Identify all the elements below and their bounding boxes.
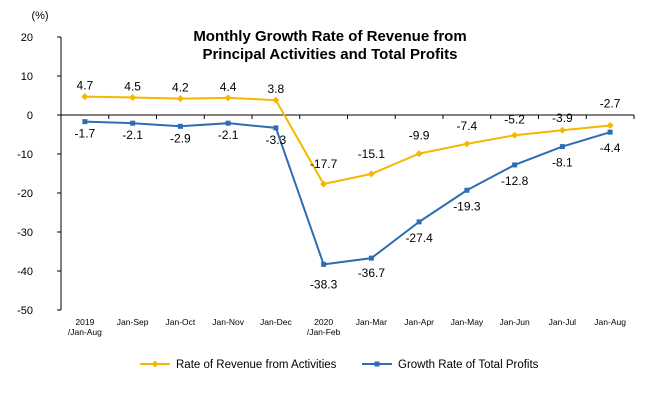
data-label: -1.7 [75,127,96,141]
data-label: -15.1 [358,147,386,161]
y-tick-label: 20 [21,32,33,44]
data-point [81,93,89,101]
y-tick-label: -30 [17,227,33,239]
data-label: -17.7 [310,157,338,171]
y-tick-label: -50 [17,305,33,317]
data-point [82,119,88,125]
data-point [321,261,327,267]
data-point [224,94,232,102]
y-tick-label: -20 [17,188,33,200]
x-tick-label: Jan-Dec [260,317,292,327]
data-point [129,93,137,101]
x-tick-label: Jan-Sep [117,317,149,327]
chart-title-line-1: Monthly Growth Rate of Revenue from [193,28,466,45]
chart-title-line-2: Principal Activities and Total Profits [202,46,457,63]
data-point [368,255,374,261]
legend-item-revenue: Rate of Revenue from Activities [140,359,337,371]
data-point [272,96,280,104]
data-point [177,123,183,129]
x-tick-label: Jan-Nov [212,317,244,327]
data-point [558,126,566,134]
data-point [320,180,328,188]
data-point [464,187,470,193]
series-line-2 [84,120,611,266]
x-tick-label: 2019 [75,317,94,327]
y-tick-label: 10 [21,71,33,83]
unit-label: (%) [31,10,48,22]
data-point [130,120,136,126]
legend-marker [151,360,159,368]
x-tick-label: Jan-Aug [594,317,626,327]
y-tick-label: 0 [27,110,33,122]
data-label: -2.1 [122,128,143,142]
data-label: -2.9 [170,131,191,145]
data-point [606,122,614,130]
data-label: -2.7 [600,97,621,111]
data-label: -12.8 [501,174,529,188]
legend-marker [374,361,380,367]
x-tick-label: Jan-Apr [404,317,434,327]
data-label: -3.3 [266,133,287,147]
data-label: -38.3 [310,277,338,291]
data-label: -7.4 [457,119,478,133]
x-tick-label: Jan-May [451,317,484,327]
data-point [416,219,422,225]
data-label: -27.4 [405,231,433,245]
data-point [463,140,471,148]
data-point [511,131,519,139]
x-tick-label: Jan-Mar [356,317,387,327]
data-label: -36.7 [358,266,386,280]
data-point [512,162,518,168]
data-point [225,120,231,126]
data-point [607,129,613,135]
data-point [559,144,565,150]
legend-label: Growth Rate of Total Profits [398,359,539,371]
data-label: -19.3 [453,199,481,213]
plot-area: 20 10 0 -10 -20 -30 -40 -50 2019/Jan-Aug Jan-Sep J… [17,32,635,337]
data-label: 4.7 [77,79,94,93]
data-label: -5.2 [504,112,525,126]
data-label: -3.9 [552,111,573,125]
data-point [415,150,423,158]
x-tick-label: Jan-Oct [165,317,195,327]
data-label: 4.4 [220,80,237,94]
data-point [176,95,184,103]
data-label: -9.9 [409,129,430,143]
series-line-1 [84,95,611,186]
legend-label: Rate of Revenue from Activities [176,359,337,371]
data-label: 4.5 [124,79,141,93]
x-tick-label: Jan-Jun [500,317,531,327]
data-label: -4.4 [600,141,621,155]
x-tick-label: /Jan-Aug [68,327,102,337]
legend: Rate of Revenue from Activities Growth Ra… [140,359,539,371]
data-label: 4.2 [172,81,189,95]
y-tick-label: -40 [17,266,33,278]
data-label: -2.1 [218,128,239,142]
y-tick-label: -10 [17,149,33,161]
data-point [273,125,279,131]
data-label: -8.1 [552,156,573,170]
legend-item-profits: Growth Rate of Total Profits [362,359,539,371]
data-point [367,170,375,178]
data-label: 3.8 [268,82,285,96]
x-tick-label: /Jan-Feb [307,327,341,337]
x-tick-label: 2020 [314,317,333,327]
x-tick-label: Jan-Jul [549,317,577,327]
